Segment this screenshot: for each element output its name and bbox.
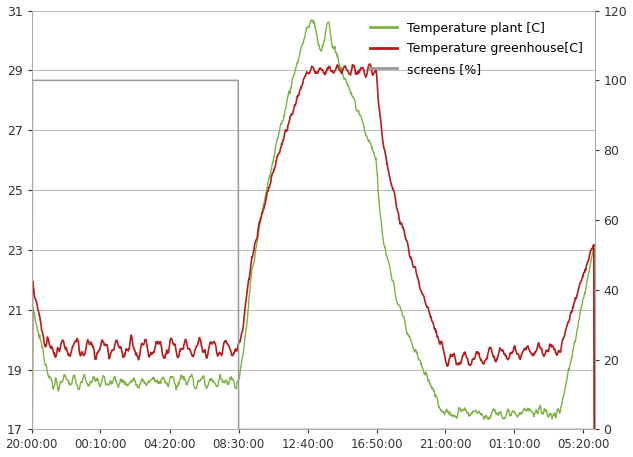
- Legend: Temperature plant [C], Temperature greenhouse[C], screens [%]: Temperature plant [C], Temperature green…: [365, 17, 588, 81]
